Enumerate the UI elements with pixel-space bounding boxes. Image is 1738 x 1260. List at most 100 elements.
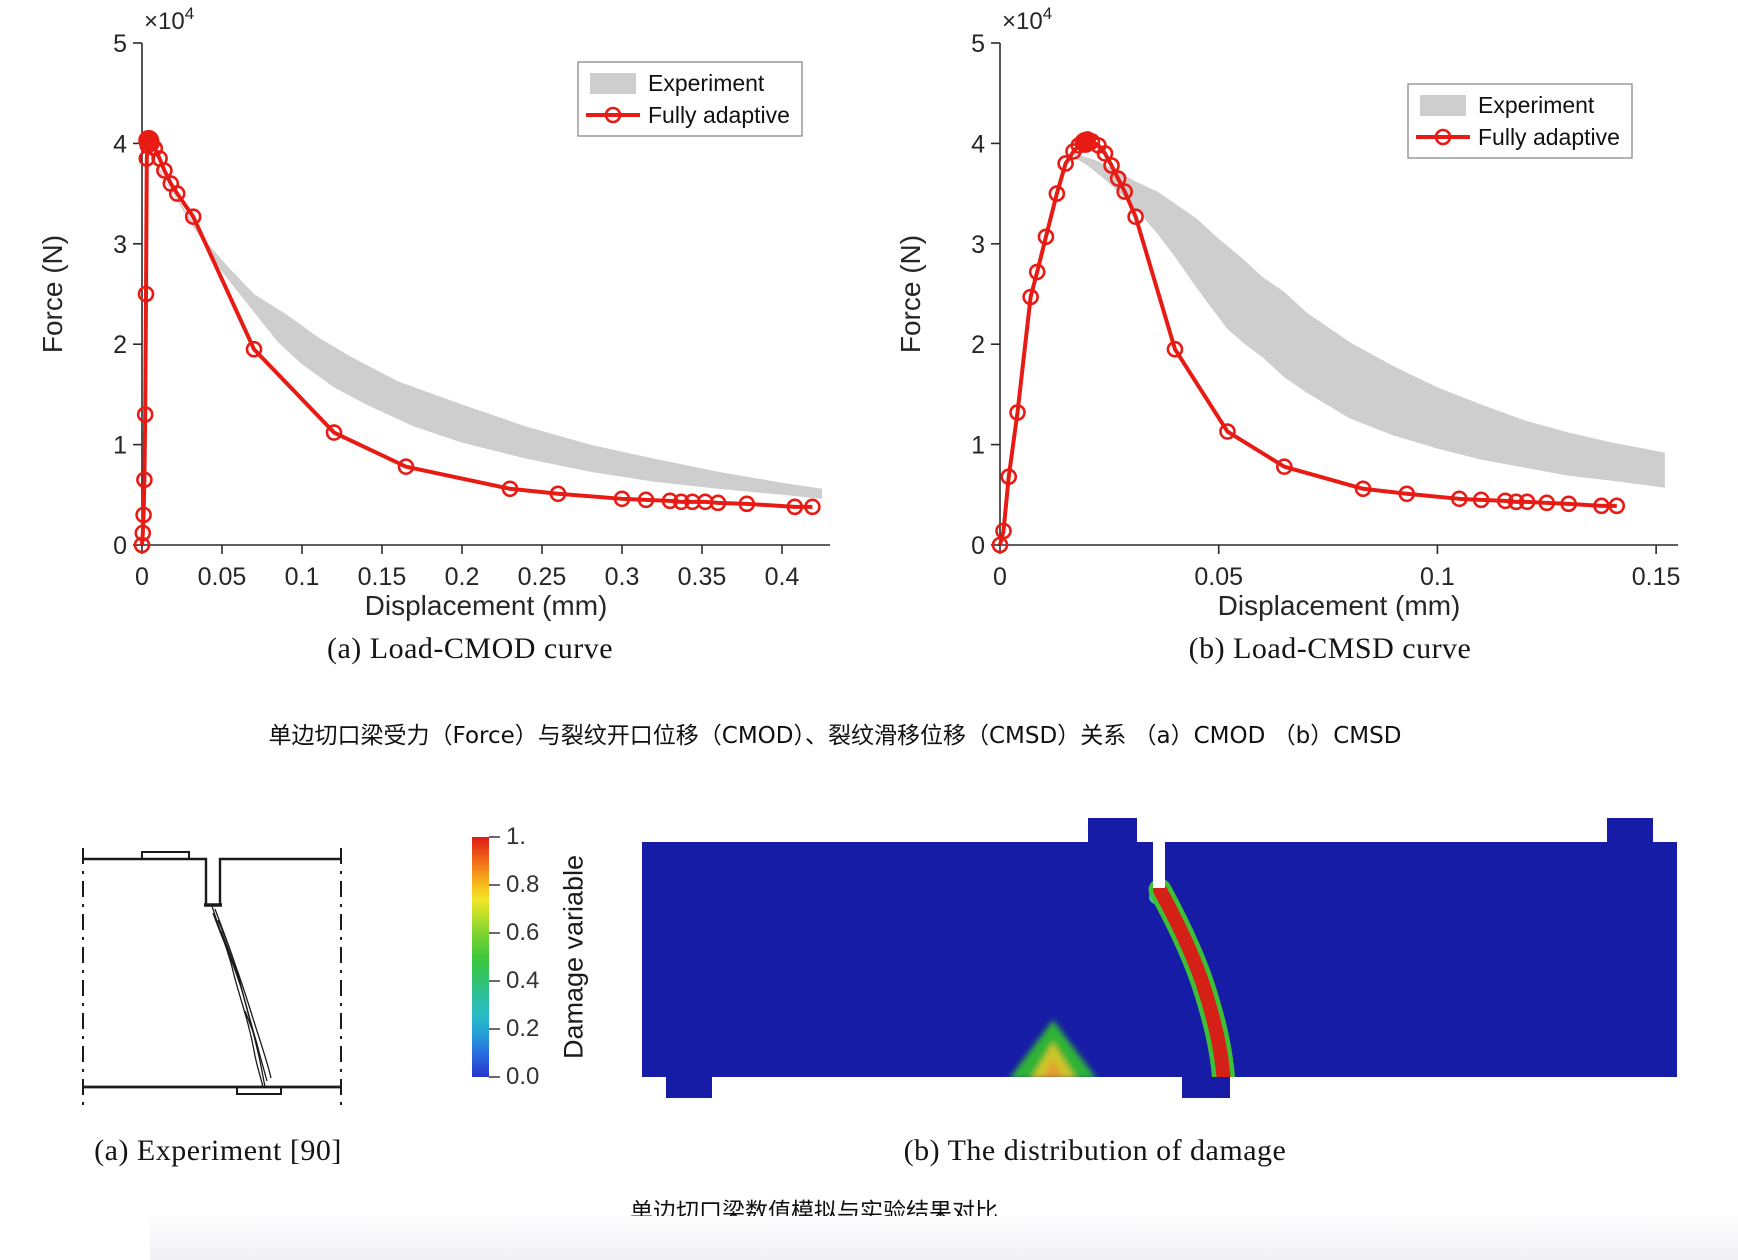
page-bottom-edge (150, 1216, 1738, 1260)
load-tab-left (1088, 818, 1137, 844)
data-marker (1028, 263, 1046, 281)
data-marker (133, 536, 151, 554)
colorbar-tick-mark (489, 884, 500, 886)
colorbar-tick-mark (489, 980, 500, 982)
x-tick-label: 0.05 (1194, 563, 1243, 591)
data-marker (1538, 494, 1556, 512)
y-axis-exponent: ×104 (1002, 4, 1052, 35)
y-tick-label: 0 (971, 532, 985, 560)
data-marker (709, 494, 727, 512)
data-marker (1608, 497, 1626, 515)
data-marker (137, 285, 155, 303)
data-marker (1103, 157, 1120, 174)
data-marker (1116, 183, 1133, 200)
force-displacement-charts: 0 0.05 0.1 0.15 0.2 0.25 0.3 0.35 0.4012345×104D… (37, 4, 1680, 621)
sketch-loading-plate (141, 851, 190, 860)
data-marker (135, 506, 152, 524)
y-tick-label: 1 (971, 432, 985, 460)
support-tab-right (1182, 1075, 1230, 1098)
colorbar-tick-mark (489, 1076, 500, 1078)
legend-marker-swatch (604, 106, 622, 124)
x-tick-label: 0.2 (445, 563, 480, 591)
chart: 0 0.05 0.1 0.15 0 1 2 3 4 5 ×104 Displacement (mm) F… (895, 4, 1680, 621)
colorbar-tick-label: 0.0 (506, 1063, 540, 1090)
data-marker (1127, 208, 1144, 225)
sketch-crack-bundle (211, 905, 272, 1088)
caption-load-cmsd-curve: (b) Load-CMSD curve (1188, 632, 1472, 665)
data-marker (637, 491, 655, 509)
data-marker (1496, 492, 1514, 510)
data-marker (1009, 404, 1026, 421)
legend-label-experiment: Experiment (648, 70, 765, 96)
colorbar-tick-label: 0.2 (506, 1015, 540, 1042)
y-tick-label: 2 (113, 331, 127, 359)
data-marker (672, 493, 690, 511)
data-marker (1450, 490, 1468, 508)
peak-marker-cluster (1074, 131, 1096, 153)
y-tick-label: 3 (113, 231, 127, 259)
beam-notch (1153, 840, 1165, 888)
y-tick-label: 0 (113, 532, 127, 560)
figure1-chinese-caption: 单边切口梁受力（Force）与裂纹开口位移（CMOD）、裂纹滑移位移（CMSD）… (268, 723, 1402, 749)
load-tab-right (1607, 818, 1653, 844)
data-marker (1507, 493, 1525, 511)
data-marker (184, 208, 202, 225)
x-axis-label: Displacement (mm) (365, 590, 608, 621)
legend-label-fully-adaptive: Fully adaptive (1478, 124, 1620, 150)
data-marker (549, 485, 567, 503)
y-axis-label: Force (N) (37, 235, 68, 353)
experiment-crack-sketch (82, 848, 342, 1106)
data-marker (1109, 170, 1127, 187)
y-tick-label: 2 (971, 331, 985, 359)
data-marker (1000, 468, 1018, 486)
y-tick-label: 3 (971, 231, 985, 259)
damage-distribution-figure (642, 818, 1677, 1098)
data-marker (156, 162, 173, 179)
data-marker (786, 498, 804, 516)
sketch-support-plate (236, 1086, 282, 1095)
data-marker (134, 524, 152, 542)
y-tick-label: 1 (113, 432, 127, 460)
data-marker (1560, 495, 1577, 513)
colorbar: 1. 0.8 0.6 0.4 0.2 0.0 Damage variable (472, 823, 632, 1090)
data-marker (661, 492, 679, 510)
x-tick-label: 0.1 (1420, 563, 1455, 591)
x-tick-label: 0 (993, 563, 1007, 591)
x-tick-label: 0.1 (285, 563, 320, 591)
colorbar-tick-label: 0.8 (506, 871, 540, 898)
colorbar-tick-mark (489, 1028, 500, 1030)
y-tick-label: 4 (113, 130, 127, 158)
experiment-band (148, 145, 822, 499)
y-axis-label: Force (N) (895, 235, 926, 353)
data-marker (995, 522, 1012, 540)
data-marker (613, 490, 631, 508)
chart: 0 0.05 0.1 0.15 0.2 0.25 0.3 0.35 0.4 0 1 2 3 4 5 ×104 D… (37, 4, 830, 621)
colorbar-tick-mark (489, 932, 500, 934)
data-marker (1398, 485, 1416, 503)
colorbar-tick-label: 0.6 (506, 919, 540, 946)
legend-label-experiment: Experiment (1478, 92, 1595, 118)
x-tick-label: 0.3 (605, 563, 640, 591)
data-marker (1166, 340, 1184, 358)
data-marker (1048, 185, 1066, 202)
y-tick-label: 4 (971, 130, 985, 158)
legend-label-fully-adaptive: Fully adaptive (648, 102, 790, 128)
x-tick-label: 0.4 (765, 563, 800, 591)
colorbar-tick-label: 0.4 (506, 967, 540, 994)
x-tick-label: 0.35 (678, 563, 727, 591)
data-marker (245, 340, 263, 358)
peak-marker-cluster (138, 129, 160, 151)
data-marker (136, 471, 153, 489)
colorbar-label: Damage variable (558, 854, 589, 1060)
x-tick-label: 0.25 (518, 563, 567, 591)
data-marker (397, 458, 415, 475)
x-tick-label: 0 (135, 563, 149, 591)
x-tick-label: 0.05 (198, 563, 247, 591)
legend-marker-swatch (1434, 128, 1452, 146)
y-tick-label: 5 (971, 30, 985, 58)
data-marker (1354, 480, 1372, 498)
data-marker (325, 424, 343, 441)
experiment-band (1074, 153, 1665, 488)
sketch-top-edge-with-notch (83, 857, 341, 907)
data-marker (168, 185, 186, 202)
